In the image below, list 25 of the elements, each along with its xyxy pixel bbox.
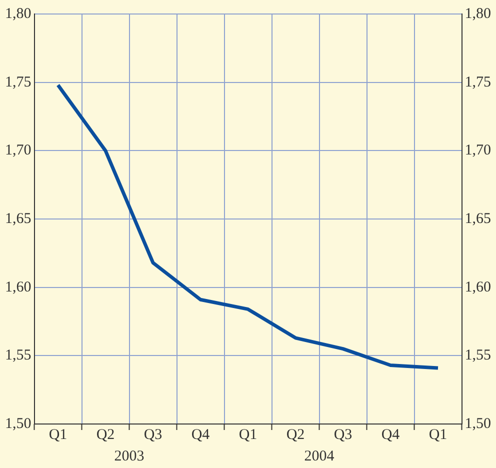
- y-tick-label: 1,65: [5, 210, 32, 227]
- y-tick-label: 1,70: [5, 142, 32, 159]
- y2-tick-label: 1,55: [464, 348, 491, 364]
- y-tick-label: 1,60: [5, 279, 32, 296]
- y2-tick-label: 1,50: [464, 416, 491, 432]
- x-tick-label: Q2: [96, 426, 115, 443]
- y-tick-label: 1,75: [5, 74, 32, 90]
- x-tick-label: Q4: [191, 426, 210, 443]
- y2-tick-label: 1,65: [464, 210, 491, 227]
- y-tick-label: 1,80: [5, 6, 32, 22]
- x-tick-label: Q1: [238, 426, 258, 443]
- x-tick-label: Q2: [286, 426, 305, 443]
- y-tick-label: 1,50: [5, 416, 32, 432]
- text: 2004: [304, 448, 335, 464]
- y2-tick-label: 1,75: [464, 74, 491, 90]
- x-tick-label: Q3: [334, 426, 352, 443]
- y-tick-label: 1,55: [5, 348, 32, 364]
- y2-tick-label: 1,60: [464, 279, 491, 296]
- x-tick-label: Q1: [428, 426, 448, 443]
- x-tick-label: Q4: [381, 426, 400, 443]
- x-tick-label: Q3: [144, 426, 162, 443]
- y2-tick-label: 1,80: [464, 6, 491, 22]
- text: 2003: [114, 448, 144, 464]
- x-tick-label: Q1: [48, 426, 68, 443]
- y2-tick-label: 1,70: [464, 142, 491, 159]
